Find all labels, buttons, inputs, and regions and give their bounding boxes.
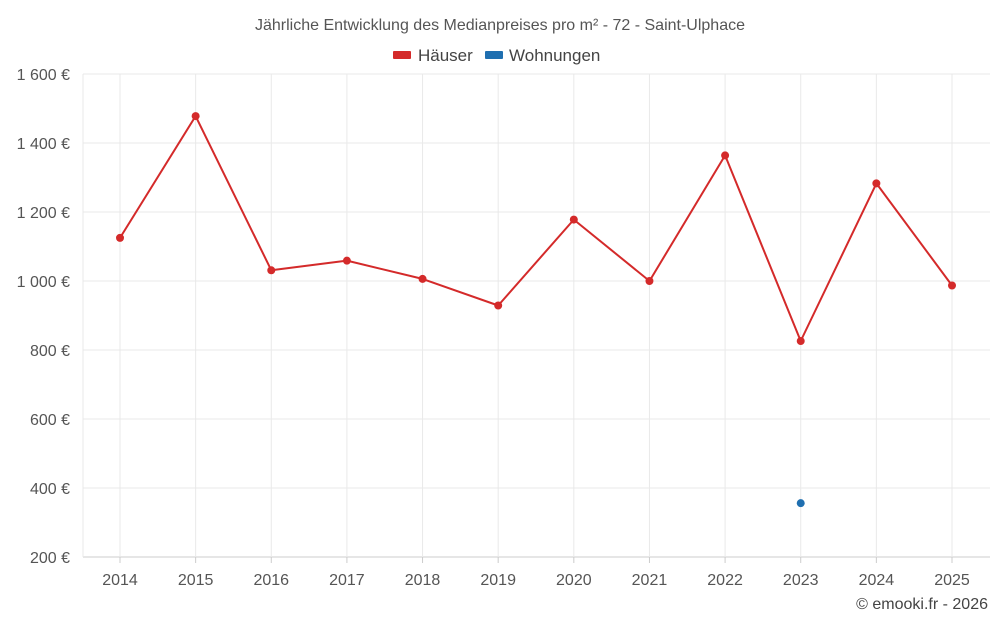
legend-swatch-wohnungen [485,51,503,59]
x-tick-label: 2024 [859,572,895,589]
data-point-haeuser-2016[interactable] [267,266,276,275]
y-tick-label: 1 600 € [17,67,70,84]
gridlines [82,73,990,558]
y-tick-label: 1 400 € [17,136,70,153]
y-tick-label: 1 000 € [17,274,70,291]
x-tick-label: 2022 [707,572,743,589]
legend: Häuser Wohnungen [393,46,600,65]
legend-item-wohnungen[interactable]: Wohnungen [485,46,600,65]
credits-label: © emooki.fr - 2026 [856,596,988,613]
data-point-haeuser-2014[interactable] [116,233,124,242]
x-tick-label: 2014 [102,572,138,589]
data-point-haeuser-2022[interactable] [721,151,730,160]
series-wohnungen [796,499,805,508]
x-tick-label: 2015 [178,572,214,589]
data-point-haeuser-2025[interactable] [948,281,956,290]
y-tick-label: 1 200 € [17,205,70,222]
data-point-haeuser-2015[interactable] [191,112,200,121]
y-tick-label: 400 € [30,481,70,498]
data-point-haeuser-2023[interactable] [796,337,805,346]
data-point-haeuser-2020[interactable] [569,215,578,224]
data-point-haeuser-2021[interactable] [645,277,654,285]
x-tick-label: 2018 [405,572,441,589]
data-point-haeuser-2018[interactable] [418,274,427,283]
x-tick-label: 2025 [934,572,970,589]
x-tick-label: 2019 [480,572,516,589]
legend-item-haeuser[interactable]: Häuser [393,46,473,65]
series-haeuser [116,112,956,346]
y-tick-label: 800 € [30,343,70,360]
legend-label-wohnungen: Wohnungen [509,46,600,65]
x-tick-label: 2020 [556,572,592,589]
x-tick-label: 2016 [253,572,289,589]
y-tick-label: 200 € [30,550,70,567]
x-tick-label: 2023 [783,572,819,589]
legend-label-haeuser: Häuser [418,46,473,65]
y-tick-label: 600 € [30,412,70,429]
legend-swatch-haeuser [393,51,411,59]
data-series [116,112,956,508]
axes: 200 € 400 € 600 € 800 € 1 000 € 1 200 € 1 400 … [17,67,970,589]
data-point-haeuser-2019[interactable] [494,301,503,310]
series-line-haeuser [119,115,953,342]
chart-title: Jährliche Entwicklung des Medianpreises … [255,17,745,34]
data-point-haeuser-2017[interactable] [342,256,351,265]
x-tick-label: 2021 [632,572,668,589]
data-point-haeuser-2024[interactable] [872,179,881,188]
data-point-wohnungen-2023[interactable] [796,499,805,508]
x-tick-label: 2017 [329,572,365,589]
